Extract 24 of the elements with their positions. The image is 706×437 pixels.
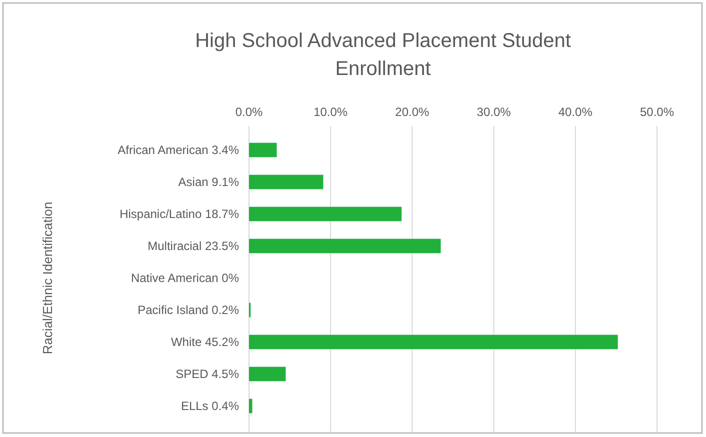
x-tick-label: 10.0% (314, 105, 348, 119)
x-tick-label: 0.0% (235, 105, 263, 119)
y-tick-label: Hispanic/Latino 18.7% (120, 207, 240, 221)
bar (249, 366, 286, 382)
bar (249, 398, 252, 414)
bar (249, 174, 324, 190)
y-tick-label: ELLs 0.4% (180, 399, 240, 413)
y-axis-title: Racial/Ethnic Identification (40, 202, 55, 354)
y-tick-label: White 45.2% (170, 335, 240, 349)
bar (249, 238, 441, 254)
x-tick-label: 50.0% (640, 105, 674, 119)
y-tick-label: African American 3.4% (118, 143, 240, 157)
y-tick-label: SPED 4.5% (176, 367, 240, 381)
bar (249, 334, 618, 350)
bar (249, 206, 402, 222)
y-tick-label: Asian 9.1% (178, 175, 240, 189)
x-tick-label: 30.0% (476, 105, 512, 119)
y-tick-label: Multiracial 23.5% (148, 239, 240, 253)
x-tick-label: 40.0% (558, 105, 593, 119)
bar (249, 142, 277, 158)
y-tick-label: Pacific Island 0.2% (138, 303, 240, 317)
x-tick-label: 20.0% (395, 105, 430, 119)
y-tick-label: Native American 0% (130, 271, 240, 285)
chart-title: High School Advanced Placement Student Enrollment (195, 30, 572, 80)
